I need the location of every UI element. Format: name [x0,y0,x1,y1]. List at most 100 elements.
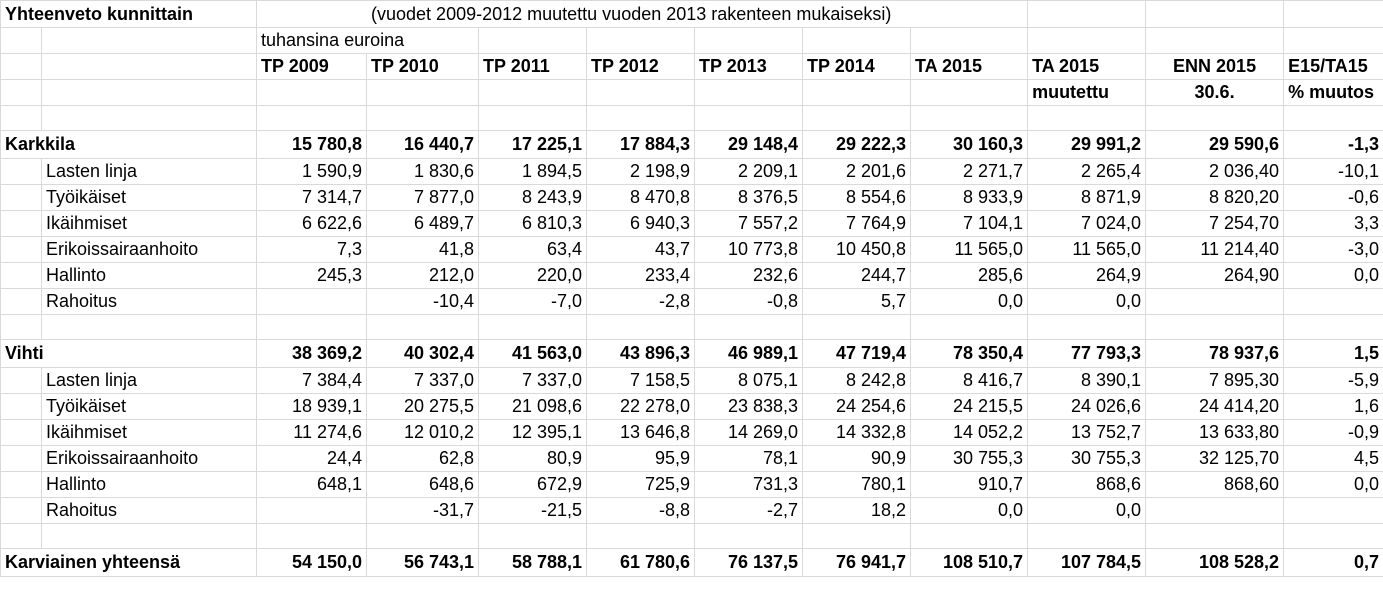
row-value[interactable]: -10,1 [1283,158,1383,185]
row-value[interactable]: 2 271,7 [910,158,1029,185]
row-value[interactable]: 0,0 [1283,262,1383,289]
column-subheader[interactable]: muutettu [1027,79,1147,106]
row-value[interactable]: 910,7 [910,471,1029,498]
column-header[interactable]: TA 2015 [1027,53,1147,80]
row-value[interactable] [256,497,368,524]
total-value[interactable]: 61 780,6 [586,548,696,577]
row-value[interactable]: 0,0 [910,288,1029,315]
row-value[interactable]: -3,0 [1283,236,1383,263]
column-subheader[interactable] [586,79,696,106]
total-value[interactable]: 108 528,2 [1145,548,1285,577]
column-header[interactable]: TP 2012 [586,53,696,80]
row-value[interactable]: 648,6 [366,471,480,498]
row-value[interactable]: -10,4 [366,288,480,315]
row-value[interactable]: 12 395,1 [478,419,588,446]
row-value[interactable]: 78,1 [694,445,804,472]
column-subheader[interactable]: 30.6. [1145,79,1285,106]
total-name[interactable]: Karviainen yhteensä [0,548,258,577]
row-value[interactable]: 80,9 [478,445,588,472]
row-label[interactable]: Työikäiset [40,184,258,211]
section-value[interactable]: 15 780,8 [256,130,368,159]
row-label[interactable]: Työikäiset [40,393,258,420]
section-value[interactable]: 29 222,3 [802,130,912,159]
sheet-title[interactable]: Yhteenveto kunnittain [0,0,258,28]
row-label[interactable]: Hallinto [40,471,258,498]
row-value[interactable]: 3,3 [1283,210,1383,237]
column-header[interactable]: TP 2014 [802,53,912,80]
row-value[interactable]: 2 198,9 [586,158,696,185]
row-value[interactable]: -2,7 [694,497,804,524]
row-value[interactable]: 24 414,20 [1145,393,1285,420]
row-value[interactable]: 244,7 [802,262,912,289]
row-value[interactable]: 264,9 [1027,262,1147,289]
row-value[interactable]: 648,1 [256,471,368,498]
row-value[interactable]: 7 158,5 [586,367,696,394]
total-value[interactable]: 58 788,1 [478,548,588,577]
row-value[interactable]: 212,0 [366,262,480,289]
total-value[interactable]: 54 150,0 [256,548,368,577]
row-value[interactable]: -0,6 [1283,184,1383,211]
row-value[interactable]: 22 278,0 [586,393,696,420]
row-value[interactable]: 30 755,3 [910,445,1029,472]
section-value[interactable]: 43 896,3 [586,339,696,368]
column-header[interactable]: TA 2015 [910,53,1029,80]
row-value[interactable]: 12 010,2 [366,419,480,446]
row-value[interactable] [1145,288,1285,315]
column-header[interactable]: ENN 2015 [1145,53,1285,80]
row-value[interactable]: 7 314,7 [256,184,368,211]
row-value[interactable]: 1,6 [1283,393,1383,420]
row-value[interactable]: 8 933,9 [910,184,1029,211]
row-value[interactable]: 7 254,70 [1145,210,1285,237]
row-value[interactable]: 90,9 [802,445,912,472]
row-value[interactable]: 1 590,9 [256,158,368,185]
total-value[interactable]: 76 137,5 [694,548,804,577]
row-value[interactable]: 14 052,2 [910,419,1029,446]
row-value[interactable]: 6 489,7 [366,210,480,237]
column-header[interactable]: E15/TA15 [1283,53,1383,80]
row-value[interactable]: 24 026,6 [1027,393,1147,420]
section-value[interactable]: 16 440,7 [366,130,480,159]
unit-label[interactable]: tuhansina euroina [256,27,480,54]
sheet-note[interactable]: (vuodet 2009-2012 muutettu vuoden 2013 r… [256,0,1029,28]
column-header[interactable]: TP 2013 [694,53,804,80]
total-value[interactable]: 76 941,7 [802,548,912,577]
row-value[interactable]: 2 209,1 [694,158,804,185]
section-value[interactable]: 47 719,4 [802,339,912,368]
row-value[interactable]: 11 214,40 [1145,236,1285,263]
row-value[interactable]: 41,8 [366,236,480,263]
row-value[interactable]: 232,6 [694,262,804,289]
row-value[interactable]: 30 755,3 [1027,445,1147,472]
section-value[interactable]: 29 991,2 [1027,130,1147,159]
row-value[interactable]: 11 274,6 [256,419,368,446]
row-value[interactable]: 220,0 [478,262,588,289]
row-label[interactable]: Lasten linja [40,367,258,394]
row-value[interactable]: 63,4 [478,236,588,263]
row-value[interactable]: 6 810,3 [478,210,588,237]
section-value[interactable]: 77 793,3 [1027,339,1147,368]
row-value[interactable]: -2,8 [586,288,696,315]
row-value[interactable]: 43,7 [586,236,696,263]
row-value[interactable]: 8 242,8 [802,367,912,394]
row-value[interactable]: 95,9 [586,445,696,472]
total-value[interactable]: 107 784,5 [1027,548,1147,577]
row-value[interactable]: 0,0 [1027,288,1147,315]
column-subheader[interactable] [802,79,912,106]
row-value[interactable]: -7,0 [478,288,588,315]
row-value[interactable]: -0,9 [1283,419,1383,446]
total-value[interactable]: 56 743,1 [366,548,480,577]
section-name[interactable]: Karkkila [0,130,258,159]
row-value[interactable] [1145,497,1285,524]
section-value[interactable]: 17 225,1 [478,130,588,159]
row-value[interactable]: 24,4 [256,445,368,472]
row-value[interactable]: 14 269,0 [694,419,804,446]
row-value[interactable]: 2 036,40 [1145,158,1285,185]
row-value[interactable]: 8 075,1 [694,367,804,394]
section-value[interactable]: 38 369,2 [256,339,368,368]
row-value[interactable]: 264,90 [1145,262,1285,289]
row-value[interactable]: 7 337,0 [478,367,588,394]
row-value[interactable]: -0,8 [694,288,804,315]
row-value[interactable]: 233,4 [586,262,696,289]
row-label[interactable]: Ikäihmiset [40,419,258,446]
row-value[interactable]: 2 265,4 [1027,158,1147,185]
row-value[interactable]: 731,3 [694,471,804,498]
